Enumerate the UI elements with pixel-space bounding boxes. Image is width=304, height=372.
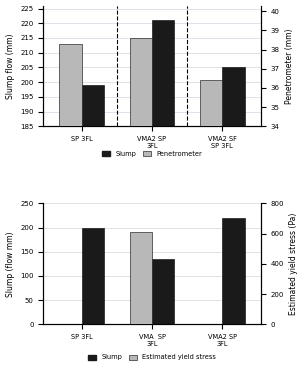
Y-axis label: Penetrometer (mm): Penetrometer (mm) — [285, 28, 294, 104]
Legend: Slump, Penetrometer: Slump, Penetrometer — [99, 148, 205, 159]
Bar — [82, 228, 104, 324]
Bar — [222, 218, 244, 324]
Bar — [152, 20, 174, 372]
Y-axis label: Estimated yield stress (Pa): Estimated yield stress (Pa) — [289, 213, 299, 315]
Bar — [82, 85, 104, 372]
Bar — [130, 232, 152, 324]
Legend: Slump, Estimated yield stress: Slump, Estimated yield stress — [85, 352, 219, 363]
Bar — [222, 67, 244, 372]
Bar — [130, 38, 152, 372]
Bar — [200, 80, 222, 372]
Y-axis label: Slump (flow mm): Slump (flow mm) — [5, 231, 15, 296]
Bar — [152, 259, 174, 324]
Bar — [60, 44, 82, 372]
Y-axis label: Slump flow (mm): Slump flow (mm) — [5, 33, 15, 99]
